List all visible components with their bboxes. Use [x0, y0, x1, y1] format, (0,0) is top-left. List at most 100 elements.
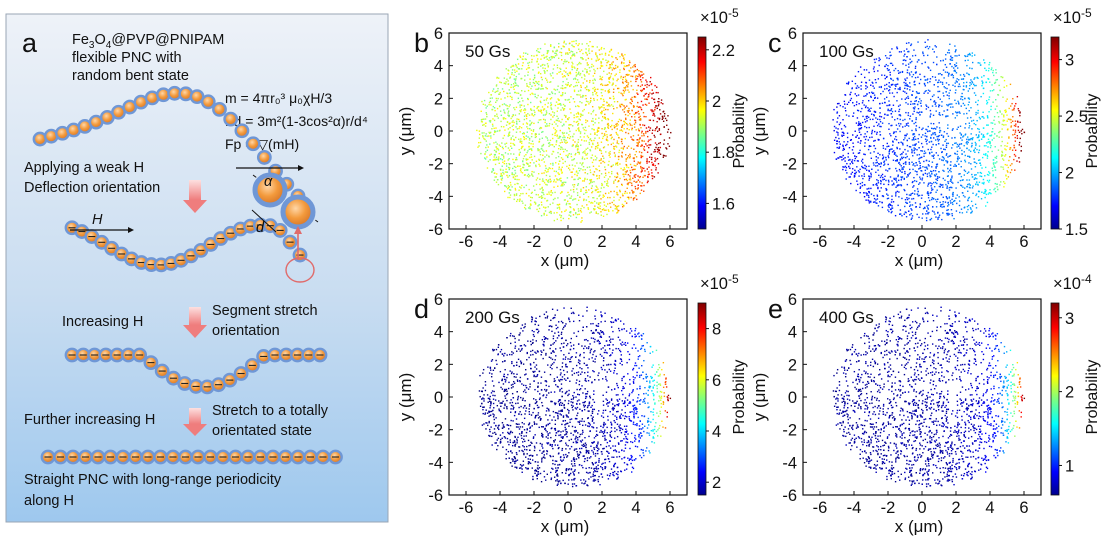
point	[1001, 76, 1004, 79]
field-label: H	[92, 212, 103, 228]
point	[613, 138, 615, 141]
point	[529, 165, 531, 167]
point	[606, 213, 608, 216]
point	[878, 86, 881, 88]
point	[565, 61, 567, 63]
point	[988, 98, 990, 101]
point	[876, 161, 878, 164]
point	[531, 174, 533, 176]
point	[612, 83, 614, 85]
point	[566, 118, 569, 120]
point	[917, 100, 920, 103]
point	[573, 66, 575, 68]
point	[983, 136, 985, 138]
point	[542, 114, 545, 116]
point	[951, 186, 953, 189]
point	[507, 184, 510, 187]
point	[903, 213, 905, 215]
point	[574, 173, 576, 176]
point	[620, 155, 623, 157]
point	[596, 197, 598, 200]
point	[652, 163, 655, 165]
point	[516, 118, 518, 120]
bead	[244, 358, 260, 373]
point	[519, 104, 521, 106]
point	[492, 125, 494, 127]
point	[629, 112, 631, 115]
point	[518, 100, 521, 103]
point	[884, 113, 886, 116]
point	[582, 94, 584, 97]
point	[607, 185, 609, 187]
point	[601, 137, 604, 140]
point	[960, 78, 963, 80]
point	[1002, 166, 1004, 168]
point	[1021, 133, 1023, 135]
point	[595, 91, 598, 94]
point	[568, 134, 570, 136]
point	[571, 51, 574, 53]
point	[480, 152, 482, 155]
point	[904, 79, 907, 82]
point	[956, 128, 958, 130]
point	[640, 89, 642, 92]
point	[967, 204, 970, 207]
point	[504, 117, 507, 120]
point	[962, 88, 965, 91]
point	[964, 97, 966, 100]
point	[927, 89, 930, 91]
point	[558, 57, 560, 59]
point	[620, 92, 622, 94]
point	[631, 189, 633, 192]
point	[615, 131, 617, 134]
point	[627, 132, 630, 135]
point	[509, 76, 512, 78]
point	[618, 87, 620, 90]
point	[543, 57, 545, 59]
point	[583, 132, 586, 135]
point	[586, 120, 589, 122]
point	[641, 155, 644, 158]
point	[512, 120, 514, 122]
point	[969, 150, 972, 153]
point	[842, 147, 845, 150]
point	[862, 177, 864, 180]
point	[582, 199, 585, 202]
point	[893, 178, 896, 180]
point	[583, 108, 585, 111]
point	[527, 207, 530, 209]
point	[582, 70, 584, 72]
point	[983, 145, 986, 147]
point	[914, 170, 917, 172]
point	[554, 197, 556, 200]
point	[656, 120, 658, 123]
point	[874, 147, 877, 150]
point	[581, 43, 583, 45]
point	[623, 205, 625, 207]
point	[925, 159, 928, 162]
point	[546, 184, 548, 186]
point	[946, 160, 949, 163]
point	[946, 187, 949, 189]
point	[662, 103, 664, 105]
point	[591, 50, 593, 52]
point	[1013, 109, 1015, 111]
point	[592, 143, 594, 146]
point	[591, 128, 593, 130]
point	[916, 111, 918, 114]
point	[875, 171, 877, 174]
point	[886, 67, 889, 70]
point	[841, 159, 843, 161]
point	[621, 104, 624, 106]
point	[497, 97, 499, 100]
point	[883, 161, 885, 163]
point	[1017, 126, 1019, 128]
point	[623, 57, 625, 59]
point	[887, 197, 890, 200]
point	[934, 45, 936, 47]
point	[888, 89, 891, 91]
point	[954, 45, 956, 47]
point	[865, 105, 867, 107]
point	[1014, 169, 1016, 171]
point	[575, 121, 578, 123]
